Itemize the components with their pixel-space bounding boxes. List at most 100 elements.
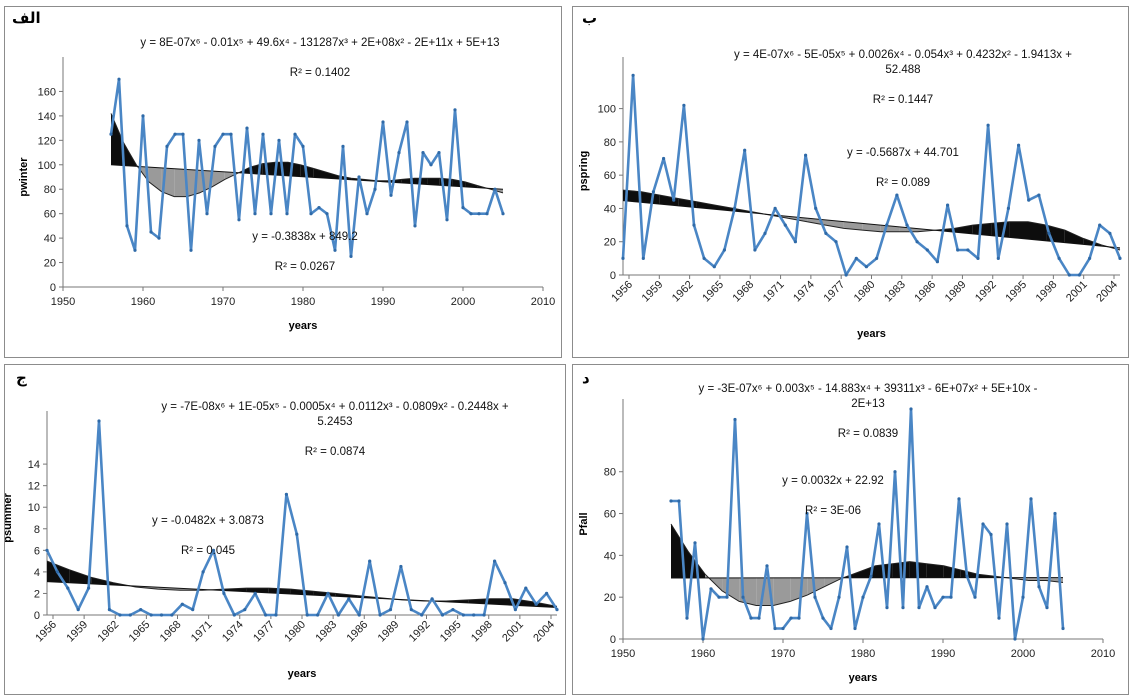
x-tick-label: 1956 <box>33 619 59 645</box>
poly-equation-spring: y = 4E-07x⁶ - 5E-05x⁵ + 0.0026x⁴ - 0.054… <box>683 33 1123 108</box>
trend-shade-segment <box>641 191 660 205</box>
data-point <box>702 256 706 260</box>
trend-shade-segment <box>1064 230 1084 245</box>
data-point <box>733 417 737 422</box>
polynomial-trendline <box>622 189 1121 251</box>
data-point <box>717 595 721 599</box>
data-point <box>986 123 990 127</box>
x-tick-label: 1995 <box>1003 279 1029 305</box>
x-tick-label: 1992 <box>407 619 433 645</box>
data-point <box>128 613 132 617</box>
data-point <box>336 613 340 617</box>
linear-r2-text: R² = 0.0267 <box>274 261 336 273</box>
y-tick-label: 60 <box>604 170 616 182</box>
data-point <box>341 144 345 148</box>
data-point <box>181 132 185 136</box>
data-point <box>804 153 808 157</box>
data-point <box>814 206 818 210</box>
data-point <box>901 606 905 610</box>
data-series-line <box>671 407 1065 641</box>
x-tick-label: 2004 <box>531 619 557 645</box>
x-tick-label: 1960 <box>691 648 715 660</box>
poly-equation-fall: y = -3E-07x⁶ + 0.003x⁵ - 14.883x⁴ + 3931… <box>633 367 1103 442</box>
trend-shade-segment <box>862 223 881 232</box>
data-point <box>284 492 288 496</box>
data-series-line <box>621 74 1122 277</box>
data-point <box>1118 256 1122 260</box>
trend-shade-segment <box>954 225 973 234</box>
x-tick-label: 1980 <box>282 619 308 645</box>
data-point <box>1006 206 1010 210</box>
y-tick-label: 20 <box>604 592 616 604</box>
data-point <box>189 248 193 252</box>
x-tick-label: 1968 <box>731 279 757 305</box>
x-tick-label: 1960 <box>131 296 155 308</box>
data-point <box>793 240 797 244</box>
poly-equation-winter: y = 8E-07x⁶ - 0.01x⁵ + 49.6x⁴ - 131287x³… <box>85 21 555 81</box>
data-point <box>445 218 449 222</box>
x-tick-label: 1956 <box>609 279 635 305</box>
data-point <box>45 548 49 552</box>
data-point <box>405 120 409 124</box>
data-point <box>157 236 161 240</box>
y-tick-label: 160 <box>38 86 56 98</box>
data-point <box>221 132 225 136</box>
data-point <box>97 419 101 423</box>
data-point <box>781 626 785 631</box>
trend-shade-segment <box>490 598 513 606</box>
data-point <box>277 138 281 142</box>
chart-panel-spring: 0 20 40 60 80 100 1956 1959 1962 1965 1968 1971 1974… <box>572 6 1129 358</box>
data-point <box>824 231 828 235</box>
data-point <box>461 613 465 617</box>
data-point <box>326 591 330 595</box>
data-point <box>125 224 129 228</box>
data-point <box>301 144 305 148</box>
data-point <box>925 585 929 589</box>
data-point <box>783 223 787 227</box>
data-point <box>1037 193 1041 197</box>
data-point <box>170 613 174 617</box>
data-point <box>87 586 91 590</box>
data-point <box>245 126 249 130</box>
x-tick-label: 2000 <box>451 296 475 308</box>
data-point <box>333 248 337 252</box>
data-point <box>753 248 757 252</box>
data-point <box>368 559 372 563</box>
trend-shade-segment <box>926 563 944 578</box>
data-point <box>829 626 833 631</box>
data-point <box>229 132 233 136</box>
data-point <box>834 240 838 244</box>
y-tick-label: 12 <box>28 481 40 493</box>
data-point <box>55 570 60 574</box>
y-tick-label: 60 <box>604 509 616 521</box>
data-point <box>264 613 268 617</box>
data-point <box>139 608 143 612</box>
data-point <box>885 606 889 610</box>
data-point <box>347 597 351 601</box>
x-tick-label: 1970 <box>771 648 795 660</box>
data-point <box>1027 198 1031 202</box>
data-point <box>621 256 625 260</box>
data-point <box>316 613 320 617</box>
data-series-line <box>45 419 559 617</box>
data-point <box>1098 223 1102 227</box>
x-tick-label: 1962 <box>96 619 122 645</box>
y-tick-label: 20 <box>604 237 616 249</box>
y-tick-label: 80 <box>44 184 56 196</box>
data-point <box>651 190 655 194</box>
data-point <box>712 265 716 269</box>
data-point <box>701 637 705 641</box>
poly-r2-text: R² = 0.0839 <box>837 428 899 440</box>
data-point <box>197 138 201 142</box>
x-axis-title: years <box>849 672 878 684</box>
x-tick-label: 1974 <box>791 279 817 305</box>
data-point <box>725 595 729 599</box>
data-point <box>1067 273 1071 277</box>
y-axis-title: pwinter <box>18 157 30 197</box>
data-point <box>875 256 879 260</box>
data-point <box>305 613 309 617</box>
data-point <box>451 608 455 612</box>
x-tick-label: 1989 <box>376 619 402 645</box>
trend-shade-segment <box>148 167 162 192</box>
panel-label-fall: د <box>579 369 593 387</box>
